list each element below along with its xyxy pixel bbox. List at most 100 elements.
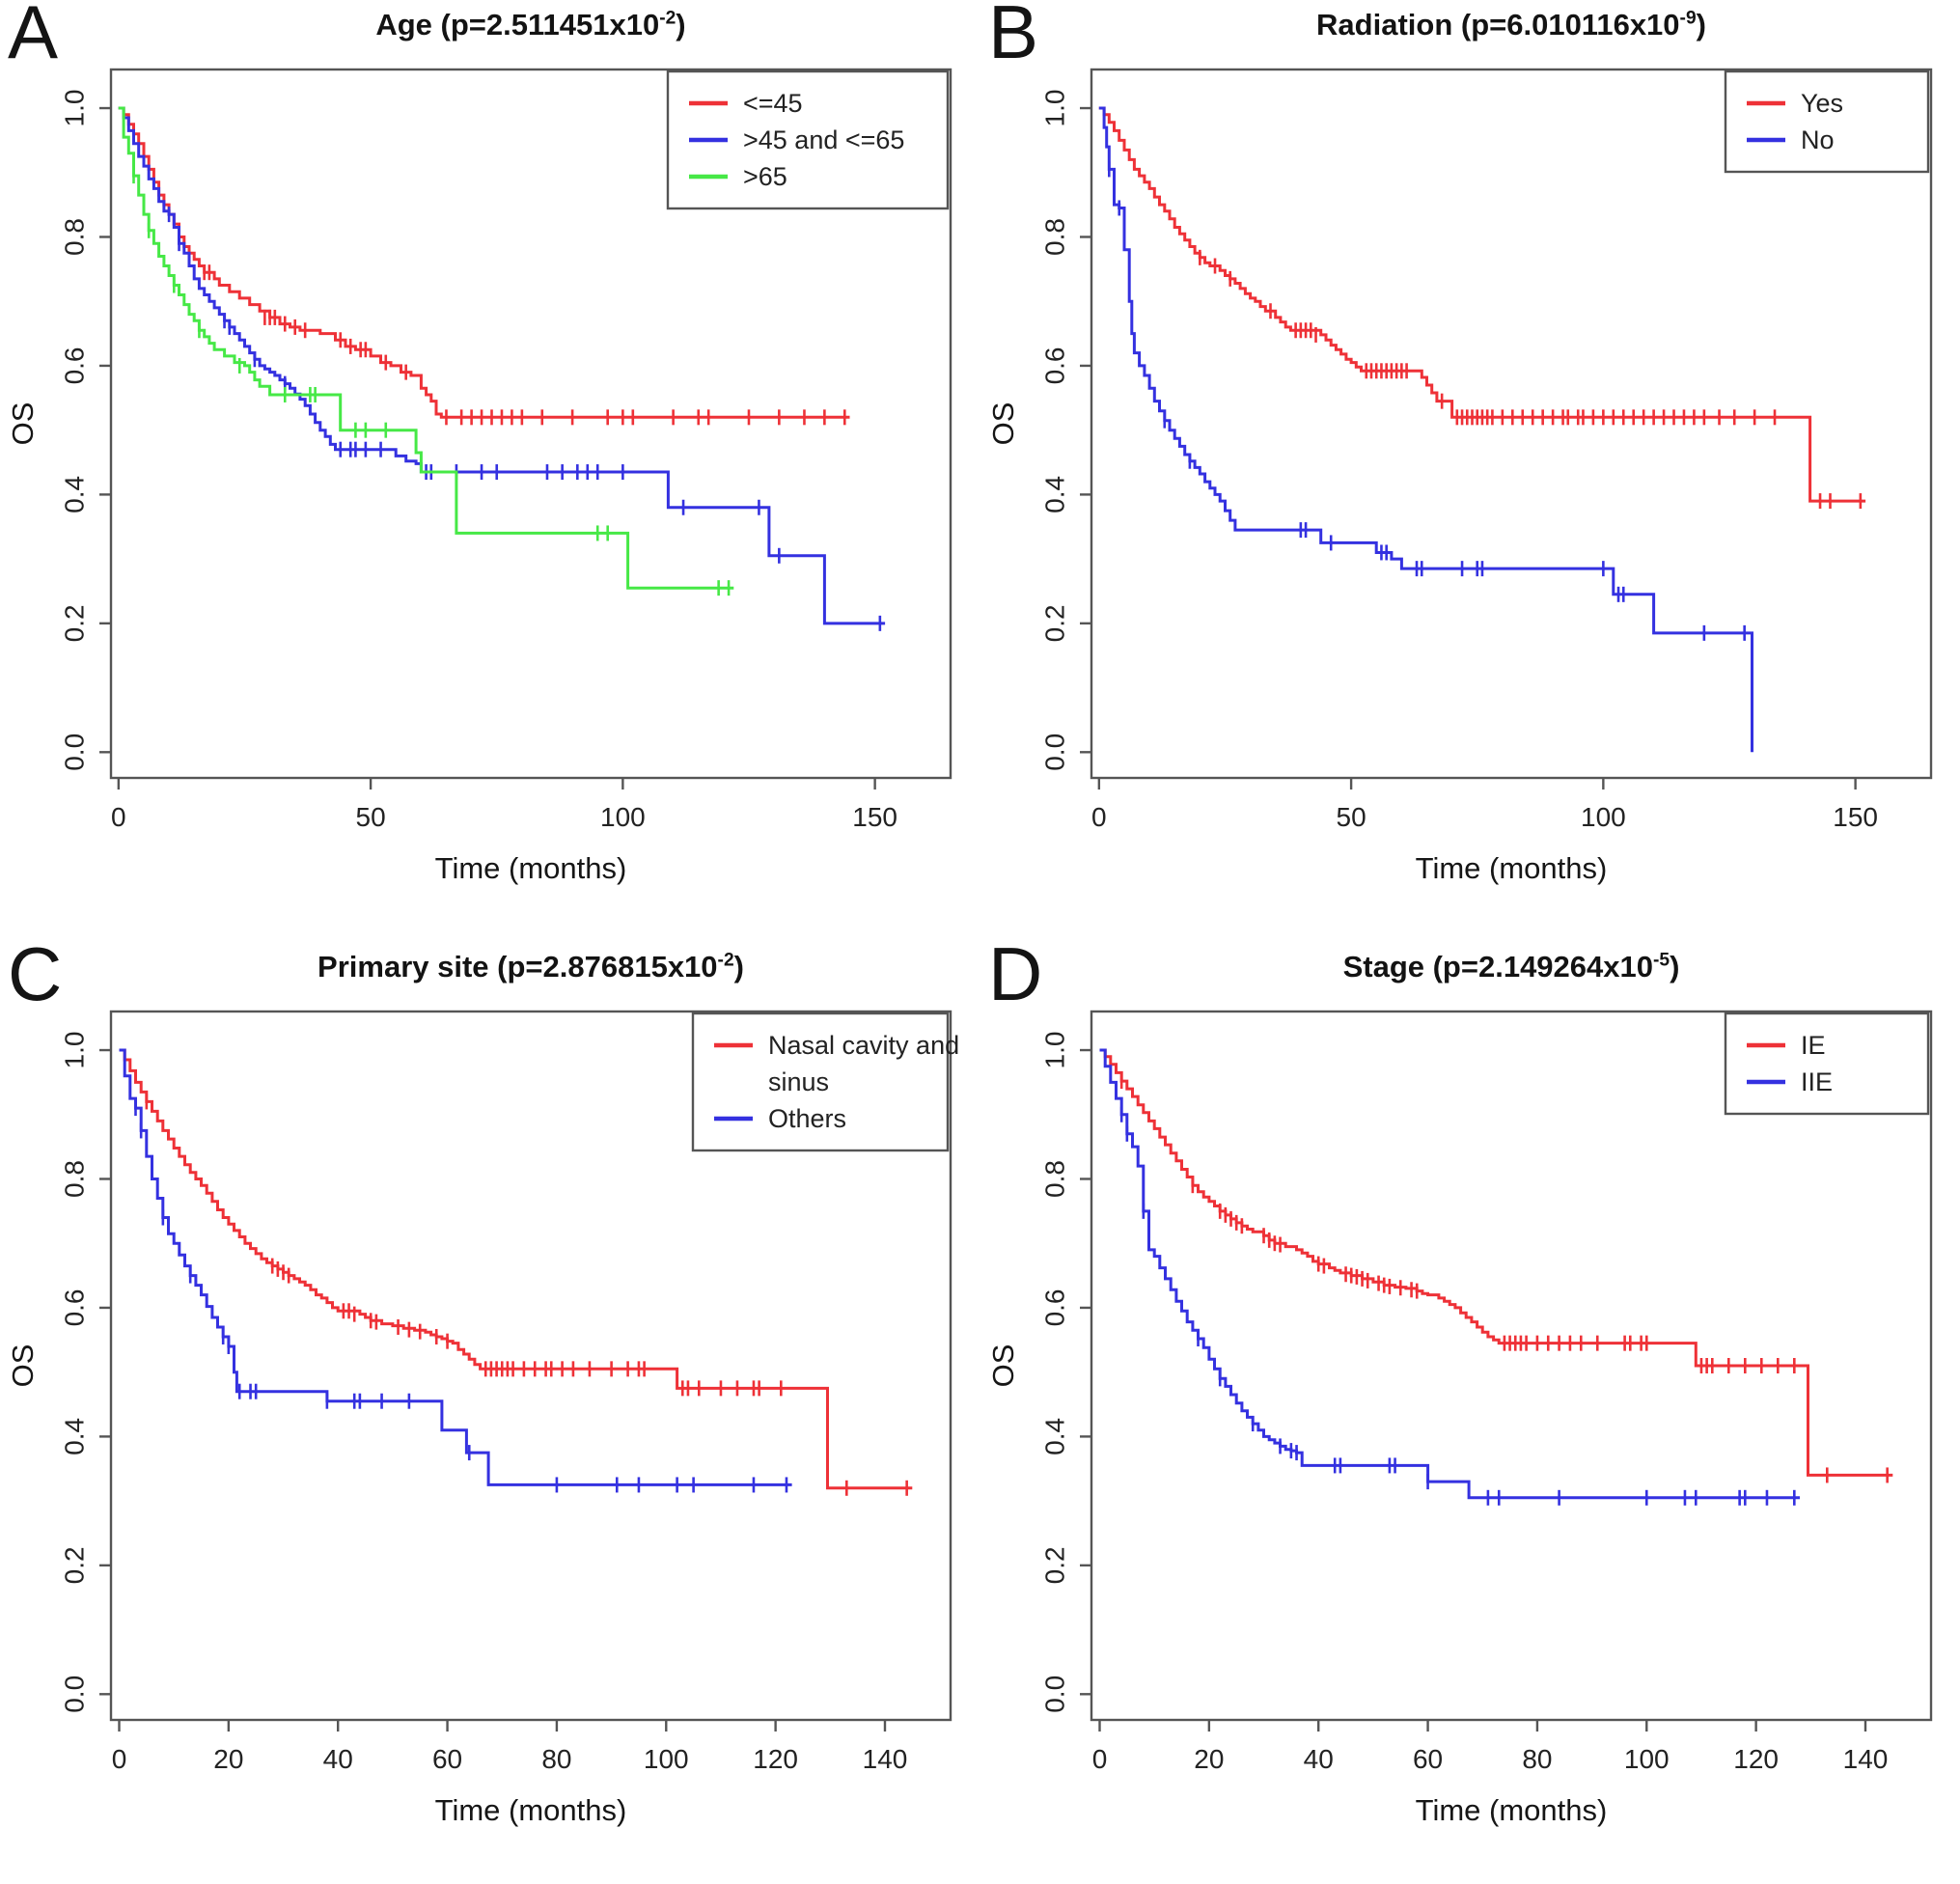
x-tick-label: 80 [1522,1744,1552,1774]
y-tick-label: 0.2 [1040,1546,1070,1584]
x-tick-label: 20 [1194,1744,1224,1774]
panel-age: A Age (p=2.511451x10-2) 1.0 0.8 0.6 0.4 0.2 0… [0,0,980,942]
y-tick-label: 0.0 [1040,734,1070,771]
title-exponent: -5 [1653,950,1670,971]
x-tick-label: 20 [213,1744,243,1774]
survival-curve [119,1048,792,1486]
legend-label: IE [1801,1031,1826,1060]
km-plot-stage: 1.0 0.8 0.6 0.4 0.2 0.0 0 20 40 60 80 100 120 140 Time… [986,1010,1933,1827]
x-axis-label: Time (months) [435,851,627,885]
legend-label: No [1801,125,1835,154]
legend-label: sinus [768,1067,829,1096]
survival-curve [118,106,734,590]
title-exponent: -2 [659,8,676,29]
panel-title-stage: Stage (p=2.149264x10-5) [1091,950,1931,984]
x-tick-label: 120 [1733,1744,1779,1774]
y-tick-label: 0.4 [1040,476,1070,513]
x-tick-label: 0 [111,802,126,832]
x-tick-label: 150 [1833,802,1878,832]
title-text: Age (p=2.511451x10 [375,8,660,42]
y-tick-label: 0.8 [60,218,90,256]
plot-frame [1090,1010,1933,1722]
x-tick-label: 60 [1413,1744,1443,1774]
km-plot-primary-site: 1.0 0.8 0.6 0.4 0.2 0.0 0 20 40 60 80 100 120 140 Time… [6,1010,959,1827]
legend-label: >45 and <=65 [743,125,904,154]
y-tick-label: 0.0 [60,1676,90,1713]
panel-letter-b: B [988,0,1039,74]
panel-radiation: B Radiation (p=6.010116x10-9) 1.0 0.8 0.6 0… [980,0,1960,942]
title-close: ) [1696,8,1706,42]
title-text: Primary site (p=2.876815x10 [317,950,718,984]
panel-title-radiation: Radiation (p=6.010116x10-9) [1091,8,1931,42]
panel-letter-a: A [8,0,59,74]
plot-frame [1090,68,1933,780]
title-close: ) [733,950,744,984]
y-tick-label: 0.2 [60,1546,90,1584]
km-plot-radiation: 1.0 0.8 0.6 0.4 0.2 0.0 0 50 100 150 Time (months)… [986,68,1933,885]
x-tick-label: 50 [1337,802,1366,832]
x-tick-label: 140 [863,1744,908,1774]
survival-curve [1099,1048,1800,1500]
y-tick-label: 1.0 [1040,90,1070,127]
y-tick-label: 0.4 [60,476,90,513]
x-axis-label: Time (months) [1416,851,1608,885]
y-axis-label: OS [6,1344,40,1388]
x-axis-label: Time (months) [435,1793,627,1827]
x-tick-label: 140 [1843,1744,1889,1774]
legend-box [1724,1011,1930,1116]
panel-title-age: Age (p=2.511451x10-2) [111,8,951,42]
y-tick-label: 0.4 [60,1418,90,1455]
x-tick-label: 50 [356,802,386,832]
legend-box [1724,69,1930,174]
title-close: ) [676,8,686,42]
y-tick-label: 0.6 [1040,1288,1070,1326]
y-tick-label: 1.0 [60,90,90,127]
plot-frame [109,68,952,780]
panel-letter-c: C [8,931,63,1016]
x-tick-label: 100 [644,1744,689,1774]
y-tick-label: 1.0 [60,1032,90,1069]
x-tick-label: 40 [1304,1744,1334,1774]
title-exponent: -2 [717,950,734,971]
survival-curve [1098,106,1866,503]
survival-curve [1099,1048,1893,1477]
x-tick-label: 0 [1091,802,1107,832]
y-tick-label: 0.2 [1040,604,1070,642]
y-tick-label: 0.2 [60,604,90,642]
legend-box [691,1011,950,1152]
y-tick-label: 0.6 [1040,346,1070,384]
plot-frame [109,1010,952,1722]
y-axis-label: OS [986,1344,1020,1388]
x-tick-label: 100 [600,802,646,832]
y-tick-label: 0.8 [60,1160,90,1198]
title-text: Radiation (p=6.010116x10 [1316,8,1680,42]
panel-stage: D Stage (p=2.149264x10-5) 1.0 0.8 0.6 0.4 0.… [980,936,1960,1884]
y-tick-label: 0.6 [60,1288,90,1326]
y-axis-label: OS [6,402,40,446]
y-tick-label: 0.8 [1040,218,1070,256]
y-axis-label: OS [986,402,1020,446]
x-tick-label: 80 [541,1744,571,1774]
title-close: ) [1670,950,1680,984]
y-tick-label: 0.4 [1040,1418,1070,1455]
legend-label: <=45 [743,89,803,118]
y-tick-label: 0.0 [60,734,90,771]
y-tick-label: 0.0 [1040,1676,1070,1713]
y-tick-label: 0.8 [1040,1160,1070,1198]
legend-label: >65 [743,162,787,191]
panel-primary-site: C Primary site (p=2.876815x10-2) 1.0 0.8 0… [0,936,980,1884]
x-tick-label: 0 [112,1744,127,1774]
x-tick-label: 150 [852,802,897,832]
x-tick-label: 100 [1581,802,1626,832]
title-exponent: -9 [1679,8,1697,29]
x-tick-label: 60 [432,1744,462,1774]
panel-title-primary-site: Primary site (p=2.876815x10-2) [111,950,951,984]
panel-letter-d: D [988,931,1043,1016]
survival-curve [1098,106,1753,753]
km-plot-age: 1.0 0.8 0.6 0.4 0.2 0.0 0 50 100 150 Time (months)… [6,68,952,885]
x-tick-label: 120 [753,1744,798,1774]
y-tick-label: 0.6 [60,346,90,384]
legend-label: Yes [1801,89,1843,118]
x-axis-label: Time (months) [1416,1793,1608,1827]
